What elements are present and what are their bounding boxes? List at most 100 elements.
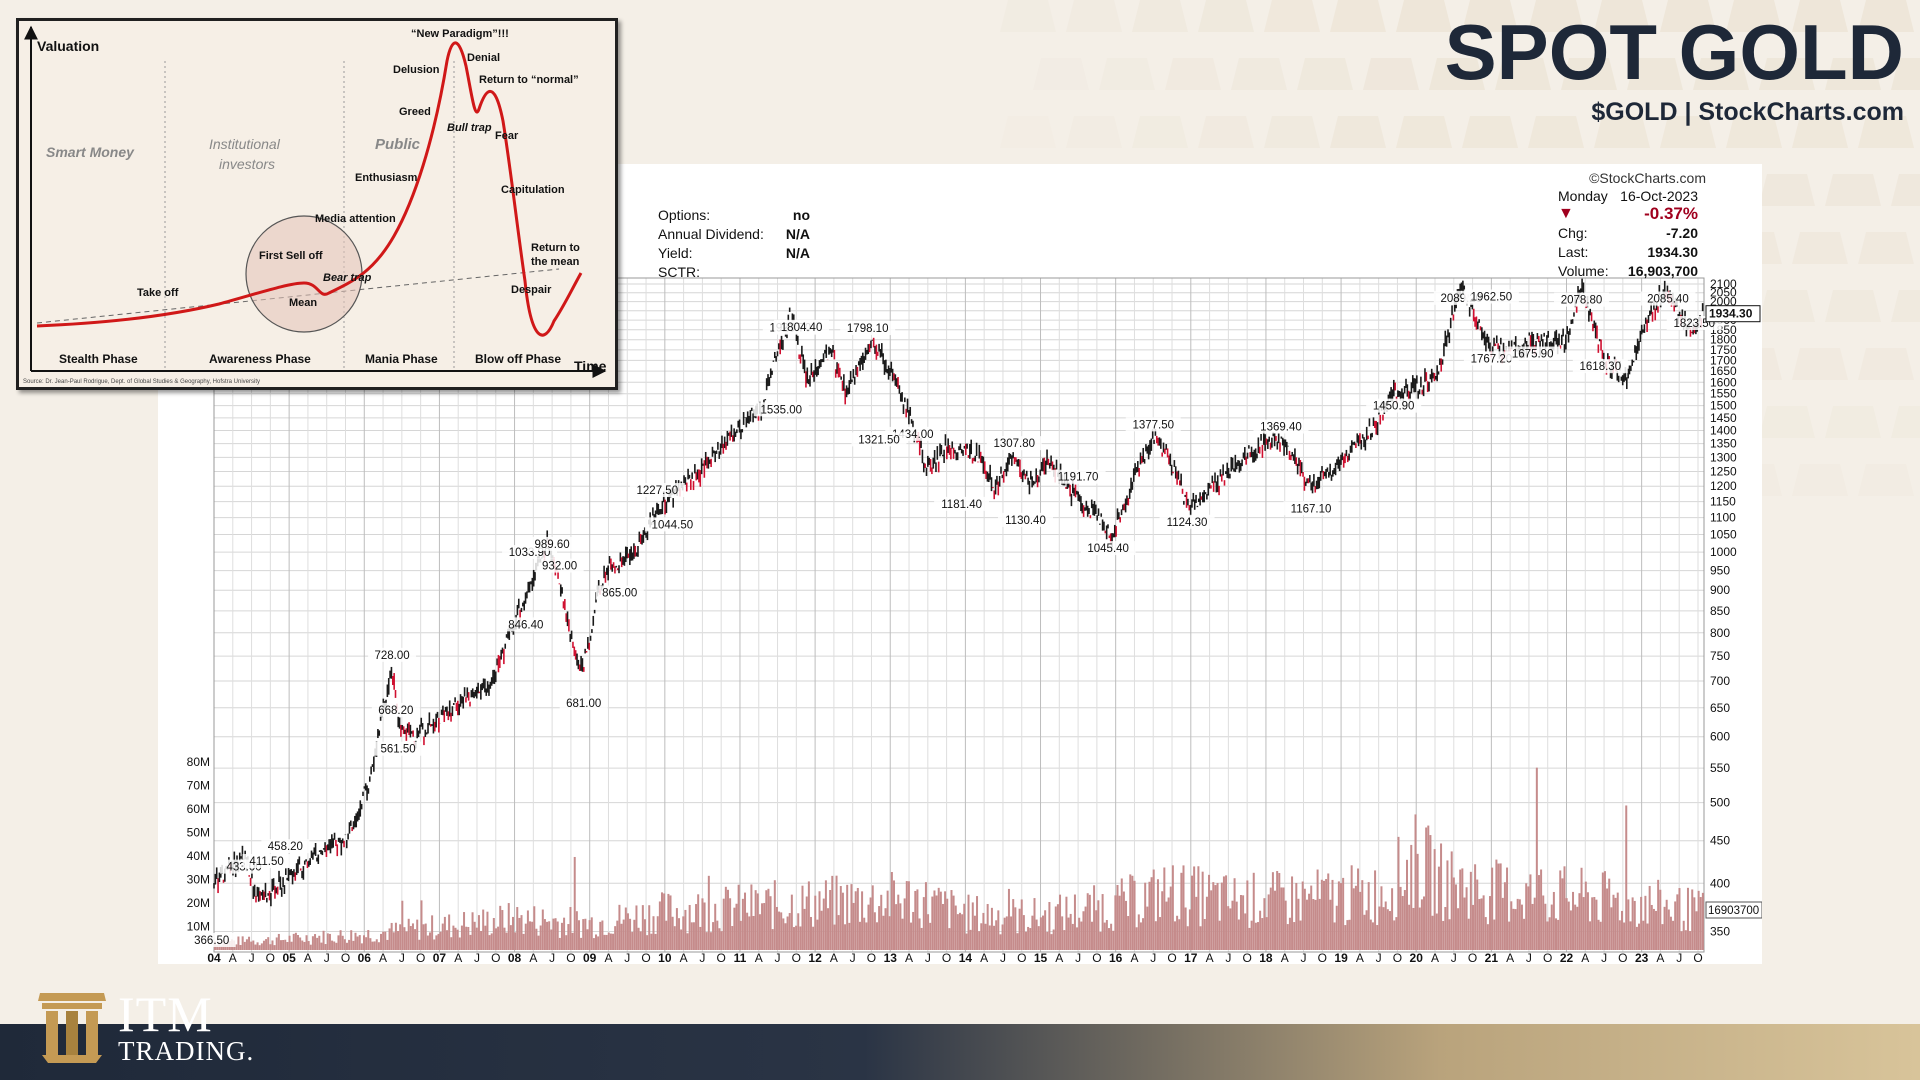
gold-bar-shape [1891,406,1920,438]
diagram-annotation: Delusion [393,64,440,76]
volume-bar [1638,923,1641,950]
volume-bar [765,890,768,950]
x-tick-label: J [1601,951,1607,964]
volume-bar [1191,875,1194,950]
x-tick-label: J [1526,951,1532,964]
volume-bar [375,939,378,950]
y-tick-label: 1350 [1710,437,1737,451]
volume-bar [835,875,838,950]
volume-bar [1205,896,1208,950]
x-tick-label: O [1468,951,1477,964]
volume-bar [646,935,649,950]
volume-bar [956,914,959,950]
volume-bar [1652,908,1655,950]
volume-bar [1635,926,1638,950]
volume-bar [273,945,276,950]
price-annotation: 1045.40 [1087,543,1129,555]
volume-bar [873,912,876,950]
volume-bar [731,926,734,950]
volume-bar [1550,904,1553,950]
volume-bar [993,925,996,950]
volume-bar [680,929,683,950]
volume-bar [1695,911,1698,950]
volume-bar [1176,915,1179,950]
gold-bar-shape [1891,58,1920,90]
volume-bar [875,922,878,950]
volume-bar [814,895,817,950]
volume-bar [1689,931,1692,950]
x-tick-label: J [1000,951,1006,964]
volume-bar [1363,914,1366,950]
volume-bar [1316,869,1319,950]
volume-bar [494,928,497,950]
annotation-bg [997,512,1053,527]
volume-bar [446,930,449,950]
volume-bar [1197,866,1200,950]
volume-bar [467,926,470,950]
volume-bar [963,903,966,950]
volume-bar [309,944,312,950]
annotation-bg [1080,541,1136,556]
annotation-bg [187,933,236,947]
volume-bar [905,881,908,950]
volume-bar [709,932,712,950]
volume-bar [1150,877,1153,950]
price-annotation: 1675.90 [1512,349,1554,361]
diagram-annotation: “New Paradigm”!!! [411,28,509,40]
volume-bar [754,890,757,950]
volume-bar [720,931,723,950]
volume-bar [343,939,346,950]
volume-bar [986,904,989,950]
x-tick-label: J [324,951,330,964]
y-tick-label: 1700 [1710,353,1737,367]
volume-bar [512,916,514,950]
volume-bar [290,941,293,950]
volume-bar [741,898,744,950]
volume-bar [1235,901,1238,950]
volume-bar [1116,884,1119,950]
volume-bar [480,930,483,950]
gold-bar-shape [1000,0,1056,32]
volume-bar [1278,873,1281,950]
volume-bar [460,925,463,950]
volume-bar [1314,899,1317,950]
volume-bar [778,911,781,950]
volume-bar [795,925,798,950]
stock-chart-panel: 350 400 450 500 550 600 650 700 750 800 850 900 950 1… [158,164,1762,964]
price-annotation: 932.00 [542,561,577,573]
volume-bar [1178,919,1181,950]
volume-bar [1131,875,1134,950]
volume-bar [1601,872,1604,950]
volume-bar [1046,931,1049,950]
volume-bar [358,935,361,950]
y-tick-label: 1250 [1710,464,1737,478]
volume-bar [827,908,830,950]
volume-bar [810,916,812,950]
volume-bar [1269,887,1272,950]
annotation-bg [528,536,577,551]
annotation-bg [1159,514,1215,529]
volume-bar [1308,893,1311,950]
volume-bar [601,920,604,950]
volume-bar [556,921,559,950]
volume-bar [1678,888,1681,950]
x-tick-label: 17 [1184,951,1198,964]
annotation-bg [851,432,907,447]
volume-bar [1122,891,1125,950]
volume-bar [1073,894,1076,950]
volume-bar [1105,920,1108,950]
volume-bar [850,884,853,950]
x-tick-label: J [474,951,480,964]
volume-bar [684,909,687,950]
volume-bar [1412,907,1415,950]
x-tick-label: J [399,951,405,964]
x-tick-label: O [1693,951,1702,964]
volume-bar [452,925,455,950]
volume-bar [669,895,672,950]
x-tick-label: O [266,951,275,964]
quote-box: Monday 16-Oct-2023 ▼ -0.37% Chg: -7.20 Last… [1558,188,1698,280]
volume-bar [1201,871,1204,950]
info-label: Options: [658,207,711,223]
volume-bar [1495,859,1498,950]
volume-bar [978,931,981,950]
